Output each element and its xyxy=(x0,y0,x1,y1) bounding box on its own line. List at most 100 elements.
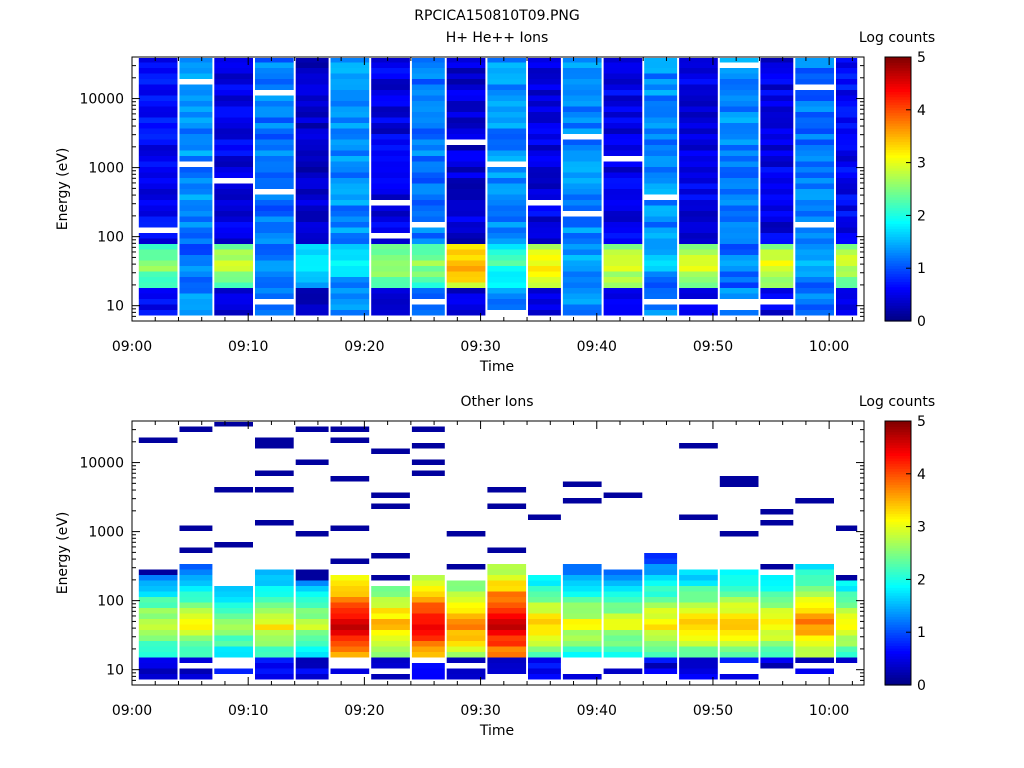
heatmap-cell xyxy=(603,646,643,652)
heatmap-cell xyxy=(644,62,678,68)
heatmap-cell xyxy=(295,128,329,134)
colorbar-segment xyxy=(885,78,911,82)
heatmap-cell xyxy=(562,271,602,277)
heatmap-cell xyxy=(330,304,370,310)
heatmap-cell xyxy=(371,84,410,90)
heatmap-cell xyxy=(603,90,643,96)
heatmap-cell xyxy=(603,161,643,167)
heatmap-cell xyxy=(795,150,834,156)
heatmap-cell xyxy=(214,183,253,189)
heatmap-cell xyxy=(179,95,213,101)
heatmap-cell xyxy=(214,266,253,272)
colorbar-segment xyxy=(885,421,911,425)
heatmap-cell xyxy=(562,112,602,118)
heatmap-cell xyxy=(603,299,643,305)
heatmap-cell xyxy=(760,646,794,652)
heatmap-cell xyxy=(330,222,370,228)
heatmap-cell xyxy=(330,112,370,118)
heatmap-cell xyxy=(411,282,445,288)
x-tick-label: 10:00 xyxy=(809,339,849,355)
colorbar-tick-label: 0 xyxy=(917,314,926,330)
panel-1-colorbar-label: Log counts xyxy=(859,30,935,46)
heatmap-cell xyxy=(562,84,602,90)
heatmap-cell xyxy=(411,238,445,244)
heatmap-cell xyxy=(679,624,718,630)
heatmap-cell xyxy=(446,79,486,85)
heatmap-cell xyxy=(795,564,834,570)
heatmap-cell xyxy=(795,597,834,603)
heatmap-cell xyxy=(528,205,561,211)
colorbar-segment xyxy=(885,257,911,261)
panel-2-ticks xyxy=(131,420,864,686)
colorbar-segment xyxy=(885,210,911,214)
colorbar-segment xyxy=(885,431,911,435)
heatmap-cell xyxy=(179,288,213,294)
colorbar-segment xyxy=(885,487,911,491)
heatmap-cell xyxy=(138,630,178,636)
heatmap-cell xyxy=(255,68,294,74)
heatmap-cell xyxy=(487,200,527,206)
heatmap-cell xyxy=(562,575,602,581)
heatmap-cell xyxy=(330,183,370,189)
heatmap-cell xyxy=(836,613,858,619)
heatmap-cell xyxy=(330,271,370,277)
heatmap-cell xyxy=(562,652,602,658)
heatmap-cell xyxy=(214,227,253,233)
colorbar-segment xyxy=(885,560,911,565)
heatmap-cell xyxy=(411,156,445,162)
heatmap-cell xyxy=(836,266,858,272)
heatmap-cell xyxy=(255,630,294,636)
heatmap-cell xyxy=(603,608,643,614)
heatmap-cell xyxy=(371,189,410,195)
heatmap-cell xyxy=(371,304,410,310)
colorbar-segment xyxy=(885,650,911,654)
heatmap-cell xyxy=(562,194,602,200)
heatmap-cell xyxy=(487,597,527,603)
heatmap-cell xyxy=(795,172,834,178)
heatmap-cell xyxy=(138,657,178,663)
heatmap-cell xyxy=(214,106,253,112)
heatmap-cell xyxy=(795,145,834,151)
heatmap-cell xyxy=(528,134,561,140)
heatmap-cell xyxy=(487,641,527,647)
heatmap-cell xyxy=(487,178,527,184)
heatmap-cell xyxy=(371,178,410,184)
heatmap-cell xyxy=(371,244,410,250)
heatmap-cell xyxy=(295,167,329,173)
heatmap-cell xyxy=(603,101,643,107)
heatmap-cell xyxy=(644,288,678,294)
colorbar-segment xyxy=(885,239,911,243)
heatmap-cell xyxy=(330,227,370,233)
colorbar-segment xyxy=(885,133,911,137)
heatmap-cell xyxy=(795,178,834,184)
heatmap-cell xyxy=(644,304,678,310)
heatmap-cell xyxy=(295,178,329,184)
heatmap-cell xyxy=(138,178,178,184)
heatmap-cell xyxy=(446,62,486,68)
heatmap-cell xyxy=(644,205,678,211)
heatmap-cell xyxy=(760,178,794,184)
colorbar-segment xyxy=(885,231,911,235)
heatmap-cell xyxy=(411,101,445,107)
heatmap-cell xyxy=(371,448,410,454)
heatmap-cell xyxy=(644,282,678,288)
heatmap-cell xyxy=(528,117,561,123)
heatmap-cell xyxy=(330,668,370,674)
heatmap-cell xyxy=(679,288,718,294)
heatmap-cell xyxy=(487,62,527,68)
heatmap-cell xyxy=(214,260,253,266)
heatmap-cell xyxy=(644,657,678,663)
colorbar-segment xyxy=(885,553,911,557)
heatmap-cell xyxy=(644,564,678,570)
heatmap-cell xyxy=(528,249,561,255)
heatmap-cell xyxy=(562,95,602,101)
heatmap-cell xyxy=(644,591,678,597)
heatmap-cell xyxy=(330,310,370,316)
heatmap-cell xyxy=(330,128,370,134)
heatmap-cell xyxy=(371,161,410,167)
heatmap-cell xyxy=(795,79,834,85)
heatmap-cell xyxy=(138,238,178,244)
heatmap-cell xyxy=(138,62,178,68)
heatmap-cell xyxy=(795,156,834,162)
heatmap-cell xyxy=(446,117,486,123)
